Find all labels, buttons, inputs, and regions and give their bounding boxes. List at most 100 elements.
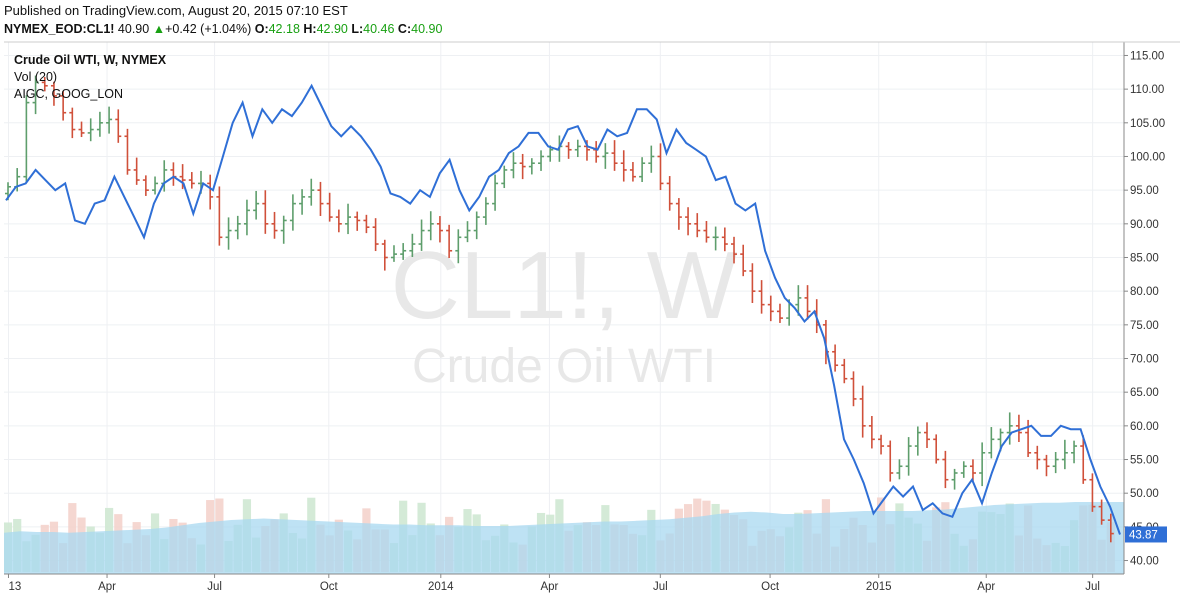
ohlc-bar	[896, 459, 903, 480]
x-tick-label: Oct	[320, 581, 339, 593]
ohlc-bar	[749, 263, 756, 303]
y-tick-label: 95.00	[1130, 185, 1159, 197]
published-note: Published on TradingView.com, August 20,…	[4, 3, 348, 18]
ohlc-bar	[317, 181, 324, 216]
ohlc-bar	[87, 118, 94, 142]
ohlc-bar	[887, 440, 894, 482]
ohlc-bar	[914, 426, 921, 456]
ohlc-bar	[1080, 435, 1087, 484]
ohlc-bar	[758, 280, 765, 314]
y-tick-label: 85.00	[1130, 252, 1159, 264]
y-tick-label: 65.00	[1130, 387, 1159, 399]
ohlc-bar	[519, 153, 526, 180]
ohlc-bar	[1098, 499, 1105, 525]
ohlc-bar	[878, 434, 885, 455]
y-tick-label: 90.00	[1130, 219, 1159, 231]
watermark-name: Crude Oil WTI	[412, 340, 716, 393]
ohlc-bar	[850, 371, 857, 407]
legend-compare[interactable]: AIGC, GOOG_LON	[14, 87, 124, 101]
ohlc-bar	[795, 285, 802, 316]
ohlc-bar	[969, 459, 976, 482]
ohlc-bar	[538, 150, 545, 171]
x-tick-label: 13	[8, 581, 21, 593]
ohlc-bar	[216, 186, 223, 246]
ohlc-bar	[1071, 440, 1078, 464]
y-tick-label: 50.00	[1130, 488, 1159, 500]
ohlc-bar	[390, 245, 397, 262]
ohlc-bar	[685, 207, 692, 236]
ohlc-bar	[620, 150, 627, 182]
ohlc-bar	[951, 468, 958, 490]
ohlc-bar	[1034, 445, 1041, 470]
ohlc-bar	[868, 416, 875, 449]
last-price-box	[1125, 526, 1167, 543]
ohlc-bar	[32, 75, 39, 115]
ohlc-bar	[776, 303, 783, 323]
y-tick-label: 105.00	[1130, 118, 1165, 130]
ohlc-bar	[326, 192, 333, 222]
ohlc-bar	[207, 174, 214, 210]
price-change: +0.42 (+1.04%)	[165, 22, 252, 36]
ohlc-bar	[188, 172, 195, 189]
x-tick-label: Jul	[207, 581, 222, 593]
y-tick-label: 75.00	[1130, 320, 1159, 332]
time-axis[interactable]: 13 Apr Jul Oct 2014 Apr Jul Oct 2015 Apr Jul	[7, 574, 1100, 593]
ohlc-bar	[859, 385, 866, 438]
open-label: O:	[254, 22, 269, 36]
ohlc-bar	[1052, 451, 1059, 474]
ohlc-bar	[262, 190, 269, 234]
ohlc-bar	[363, 214, 370, 234]
ohlc-bar	[418, 219, 425, 251]
ohlc-bar	[988, 427, 995, 459]
legend-main-series[interactable]: Crude Oil WTI, W, NYMEX	[14, 53, 167, 67]
ohlc-bar	[96, 111, 103, 137]
last-price-label: 43.87	[1125, 526, 1167, 543]
ohlc-bar	[1043, 454, 1050, 477]
ohlc-bar	[740, 244, 747, 277]
ohlc-bar	[372, 218, 379, 252]
ohlc-bar	[602, 143, 609, 169]
ohlc-bar	[611, 140, 618, 171]
ohlc-bar	[455, 229, 462, 264]
ohlc-bar	[271, 211, 278, 239]
legend-volume[interactable]: Vol (20)	[14, 70, 58, 84]
ohlc-bar	[1015, 414, 1022, 442]
x-tick-label: Jul	[653, 581, 668, 593]
quote-bar: NYMEX_EOD:CL1! 40.90 ▲+0.42 (+1.04%) O:4…	[4, 22, 442, 36]
y-tick-label: 100.00	[1130, 151, 1165, 163]
x-tick-label: Apr	[977, 581, 995, 593]
ohlc-bar	[675, 198, 682, 230]
close-value: 40.90	[411, 22, 443, 36]
ohlc-bar	[1006, 412, 1013, 445]
ohlc-bar	[731, 236, 738, 264]
ohlc-bar	[721, 227, 728, 252]
ohlc-bar	[400, 243, 407, 260]
plot-background	[4, 42, 1124, 574]
x-tick-label: Apr	[98, 581, 116, 593]
ohlc-bar	[69, 107, 76, 139]
volume-ma-area	[4, 502, 1124, 574]
open-value: 42.18	[268, 22, 300, 36]
symbol-name[interactable]: NYMEX_EOD:CL1!	[4, 22, 115, 36]
high-value: 42.90	[316, 22, 348, 36]
ohlc-bar	[179, 164, 186, 190]
ohlc-bar	[299, 189, 306, 215]
change-arrow-icon: ▲	[152, 22, 166, 36]
ohlc-bar	[492, 174, 499, 211]
x-tick-label: Jul	[1085, 581, 1100, 593]
high-label: H:	[303, 22, 317, 36]
ohlc-bar	[253, 190, 260, 220]
ohlc-bar	[942, 450, 949, 489]
ohlc-bar	[381, 239, 388, 271]
ohlc-bar	[106, 106, 113, 134]
ohlc-bar	[639, 157, 646, 182]
price-axis[interactable]: 115.00 110.00 105.00 100.00 95.00 90.00 85.00 8…	[1124, 50, 1165, 568]
ohlc-bar	[1061, 439, 1068, 470]
ohlc-bar	[694, 213, 701, 238]
ohlc-bar	[124, 128, 131, 175]
ohlc-bar	[905, 437, 912, 476]
ohlc-bar	[565, 142, 572, 159]
x-tick-label: Apr	[540, 581, 558, 593]
ohlc-bar	[510, 152, 517, 179]
